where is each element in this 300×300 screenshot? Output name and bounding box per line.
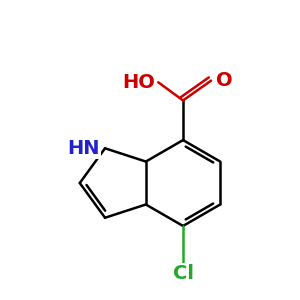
Text: O: O (216, 71, 233, 90)
Text: Cl: Cl (172, 264, 194, 283)
Text: HN: HN (68, 139, 100, 158)
Text: HO: HO (122, 73, 155, 92)
